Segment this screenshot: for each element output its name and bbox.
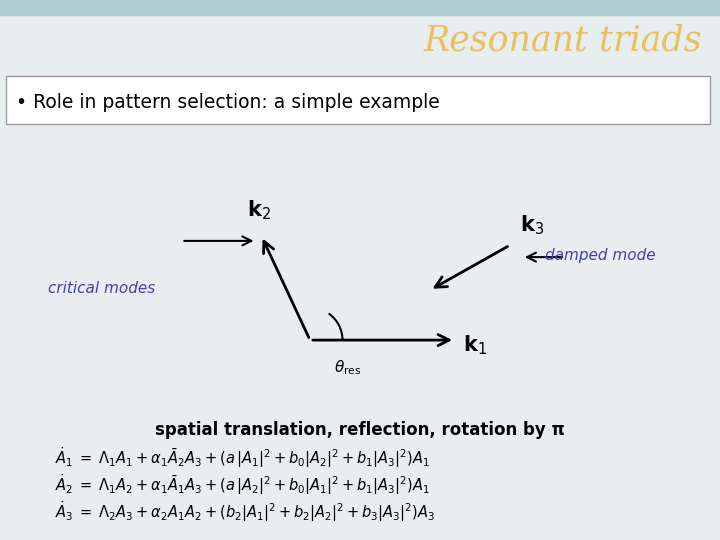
Text: $\dot{A}_3 \;=\; \Lambda_2 A_3 + \alpha_2 A_1 A_2 + (b_2|A_1|^2 + b_2|A_2|^2 + b: $\dot{A}_3 \;=\; \Lambda_2 A_3 + \alpha_… xyxy=(55,500,435,524)
Text: $\mathbf{k}_2$: $\mathbf{k}_2$ xyxy=(248,198,271,222)
Text: $\mathbf{k}_3$: $\mathbf{k}_3$ xyxy=(520,213,544,237)
Text: $\theta_{\rm res}$: $\theta_{\rm res}$ xyxy=(334,358,361,377)
Text: • Role in pattern selection: a simple example: • Role in pattern selection: a simple ex… xyxy=(16,93,440,112)
Text: $\dot{A}_1 \;=\; \Lambda_1 A_1 + \alpha_1 \bar{A}_2 A_3 + (a\,|A_1|^2 + b_0|A_2|: $\dot{A}_1 \;=\; \Lambda_1 A_1 + \alpha_… xyxy=(55,446,430,470)
Text: Resonant triads: Resonant triads xyxy=(423,24,702,58)
FancyBboxPatch shape xyxy=(6,76,710,124)
Text: damped mode: damped mode xyxy=(545,248,656,262)
Text: spatial translation, reflection, rotation by π: spatial translation, reflection, rotatio… xyxy=(155,421,565,439)
Text: critical modes: critical modes xyxy=(48,281,155,295)
Text: $\mathbf{k}_1$: $\mathbf{k}_1$ xyxy=(463,333,487,357)
Bar xyxy=(0,0,720,16)
Text: $\dot{A}_2 \;=\; \Lambda_1 A_2 + \alpha_1 \bar{A}_1 A_3 + (a\,|A_2|^2 + b_0|A_1|: $\dot{A}_2 \;=\; \Lambda_1 A_2 + \alpha_… xyxy=(55,472,430,497)
